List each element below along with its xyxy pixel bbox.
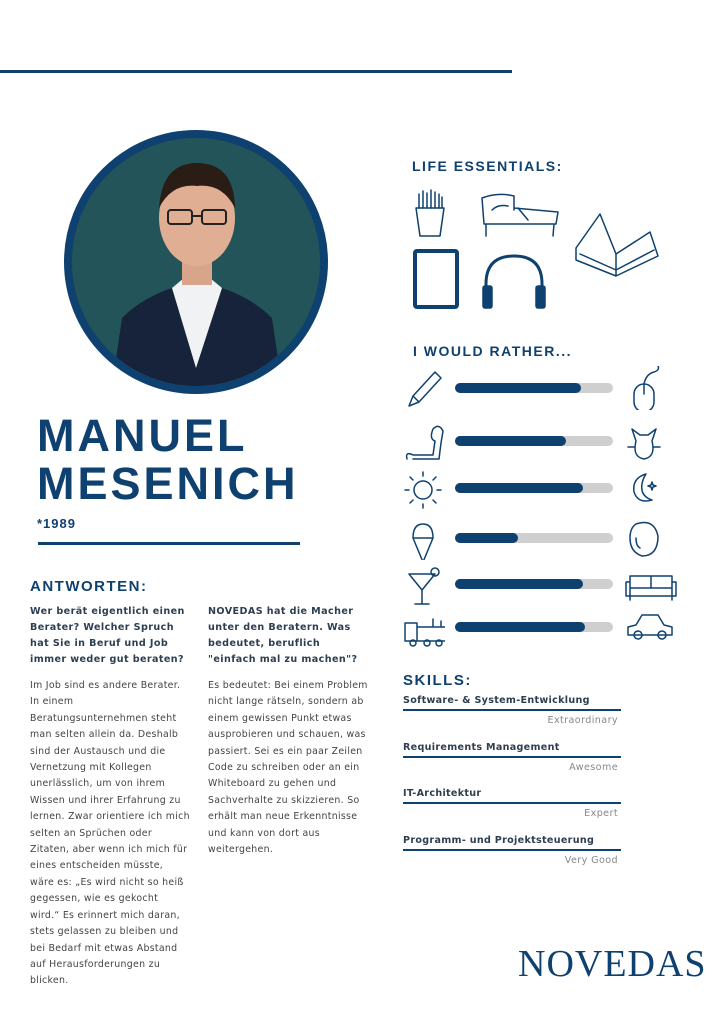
fries-icon [410, 188, 450, 238]
bed-icon [478, 190, 562, 240]
novedas-logo: NOVEDAS [518, 943, 707, 985]
preference-bar-fill [455, 622, 585, 632]
car-icon [624, 605, 680, 649]
skills-title: SKILLS: [403, 672, 472, 689]
dog-icon [403, 421, 445, 463]
moon-icon [624, 466, 680, 510]
preference-bar [455, 622, 613, 632]
life-essentials-title: LIFE ESSENTIALS: [412, 158, 563, 174]
skill-name: Software- & System-Entwicklung [403, 695, 621, 711]
skill-level: Very Good [564, 855, 618, 866]
headphones-icon [480, 252, 548, 310]
tablet-icon [413, 249, 459, 309]
birth-year: *1989 [37, 516, 76, 531]
train-icon [403, 607, 448, 649]
skill-level: Extraordinary [547, 715, 618, 726]
preference-bar [455, 436, 613, 446]
preference-bar [455, 383, 613, 393]
skill-level: Awesome [569, 762, 618, 773]
profile-photo [64, 130, 328, 394]
mouse-icon [624, 365, 680, 413]
skill-name: IT-Architektur [403, 788, 621, 804]
answer-block-2: NOVEDAS hat die Macher unter den Berater… [208, 604, 368, 858]
question-2: NOVEDAS hat die Macher unter den Berater… [208, 606, 358, 665]
preference-bar-fill [455, 483, 583, 493]
preference-bar [455, 533, 613, 543]
last-name: MESENICH [37, 458, 299, 509]
skill-name: Requirements Management [403, 742, 621, 758]
book-icon [572, 210, 660, 280]
answer-2: Es bedeutet: Bei einem Problem nicht lan… [208, 680, 368, 856]
preference-bar-fill [455, 383, 582, 393]
question-1: Wer berät eigentlich einen Berater? Welc… [30, 606, 185, 665]
pen-icon [403, 368, 445, 410]
skill-item: Programm- und Projektsteuerung Very Good [403, 835, 621, 866]
sofa-icon [624, 562, 680, 606]
preference-bar-fill [455, 533, 519, 543]
name-rule [38, 542, 300, 545]
sun-icon [403, 468, 445, 510]
skill-item: IT-Architektur Expert [403, 788, 621, 819]
lemon-icon [624, 516, 680, 560]
preference-bar-fill [455, 579, 583, 589]
skill-level: Expert [584, 808, 618, 819]
cocktail-icon [403, 564, 445, 606]
answer-block-1: Wer berät eigentlich einen Berater? Welc… [30, 604, 190, 990]
preference-bar [455, 579, 613, 589]
skill-item: Requirements Management Awesome [403, 742, 621, 773]
top-rule [0, 70, 512, 73]
cat-icon [624, 419, 680, 463]
preference-bar [455, 483, 613, 493]
answer-1: Im Job sind es andere Berater. In einem … [30, 680, 190, 987]
ice-cream-icon [403, 518, 445, 563]
first-name: MANUEL [37, 410, 248, 461]
skill-name: Programm- und Projektsteuerung [403, 835, 621, 851]
preference-bar-fill [455, 436, 566, 446]
would-rather-title: I WOULD RATHER... [413, 343, 573, 359]
answers-title: ANTWORTEN: [30, 578, 148, 595]
skill-item: Software- & System-Entwicklung Extraordin… [403, 695, 621, 726]
